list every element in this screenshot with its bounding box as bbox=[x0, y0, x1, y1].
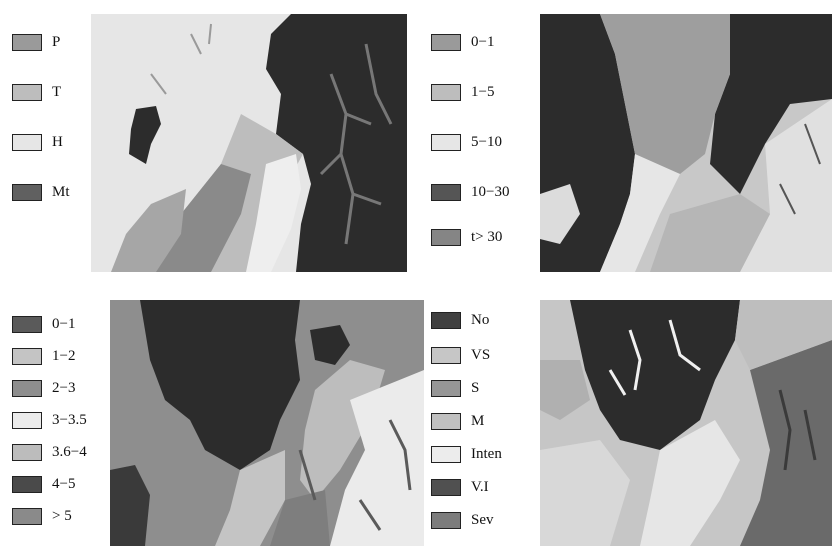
legend-swatch bbox=[431, 183, 461, 201]
legend-item: 4−5 bbox=[12, 473, 75, 495]
legend-swatch bbox=[431, 445, 461, 463]
legend-swatch bbox=[431, 412, 461, 430]
legend-swatch bbox=[12, 347, 42, 365]
legend-item: 10−30 bbox=[431, 181, 509, 203]
legend-item: 3−3.5 bbox=[12, 409, 87, 431]
legend-item: T bbox=[12, 81, 61, 103]
legend-label: > 5 bbox=[52, 507, 72, 524]
legend-swatch bbox=[431, 311, 461, 329]
legend-item: V.I bbox=[431, 476, 489, 498]
map-image-depth-range bbox=[110, 300, 424, 546]
legend-swatch bbox=[431, 346, 461, 364]
legend-swatch bbox=[431, 83, 461, 101]
legend-label: VS bbox=[471, 346, 491, 363]
legend-label: t> 30 bbox=[471, 228, 503, 245]
legend-swatch bbox=[431, 33, 461, 51]
legend-label: 0−1 bbox=[52, 315, 76, 332]
legend-swatch bbox=[431, 478, 461, 496]
legend-item: Inten bbox=[431, 443, 502, 465]
legend-item: 1−2 bbox=[12, 345, 75, 367]
legend-label: 4−5 bbox=[52, 475, 76, 492]
legend-swatch bbox=[12, 315, 42, 333]
map-image-erosion-class bbox=[540, 300, 832, 546]
legend-label: 1−5 bbox=[471, 83, 495, 100]
legend-label: 1−2 bbox=[52, 347, 76, 364]
legend-label: 10−30 bbox=[471, 183, 510, 200]
legend-label: P bbox=[52, 33, 61, 50]
legend-label: M bbox=[471, 412, 485, 429]
legend-swatch bbox=[12, 33, 42, 51]
legend-item: 5−10 bbox=[431, 131, 502, 153]
legend-swatch bbox=[12, 443, 42, 461]
legend-label: S bbox=[471, 379, 480, 396]
map-image-slope-class bbox=[91, 14, 407, 272]
legend-item: H bbox=[12, 131, 63, 153]
legend-swatch bbox=[431, 511, 461, 529]
legend-item: M bbox=[431, 410, 484, 432]
legend-swatch bbox=[12, 411, 42, 429]
legend-label: 2−3 bbox=[52, 379, 76, 396]
legend-label: 0−1 bbox=[471, 33, 495, 50]
legend-item: 3.6−4 bbox=[12, 441, 87, 463]
legend-item: t> 30 bbox=[431, 226, 502, 248]
legend-item: P bbox=[12, 31, 60, 53]
legend-item: 2−3 bbox=[12, 377, 75, 399]
legend-label: V.I bbox=[471, 478, 489, 495]
legend-item: Sev bbox=[431, 509, 494, 531]
legend-label: 3−3.5 bbox=[52, 411, 87, 428]
legend-item: 0−1 bbox=[12, 313, 75, 335]
legend-label: Sev bbox=[471, 511, 494, 528]
legend-swatch bbox=[12, 183, 42, 201]
legend-label: T bbox=[52, 83, 62, 100]
legend-label: No bbox=[471, 311, 490, 328]
legend-label: Mt bbox=[52, 183, 70, 200]
legend-swatch bbox=[431, 228, 461, 246]
legend-item: S bbox=[431, 377, 479, 399]
legend-swatch bbox=[12, 133, 42, 151]
legend-item: 0−1 bbox=[431, 31, 494, 53]
map-image-slope-range bbox=[540, 14, 832, 272]
legend-swatch bbox=[12, 475, 42, 493]
legend-label: 3.6−4 bbox=[52, 443, 87, 460]
legend-swatch bbox=[431, 133, 461, 151]
legend-item: No bbox=[431, 309, 489, 331]
legend-swatch bbox=[431, 379, 461, 397]
legend-label: H bbox=[52, 133, 63, 150]
legend-label: 5−10 bbox=[471, 133, 502, 150]
legend-item: > 5 bbox=[12, 505, 72, 527]
legend-item: 1−5 bbox=[431, 81, 494, 103]
legend-swatch bbox=[12, 83, 42, 101]
legend-item: Mt bbox=[12, 181, 70, 203]
legend-swatch bbox=[12, 379, 42, 397]
legend-item: VS bbox=[431, 344, 490, 366]
legend-label: Inten bbox=[471, 445, 502, 462]
legend-swatch bbox=[12, 507, 42, 525]
